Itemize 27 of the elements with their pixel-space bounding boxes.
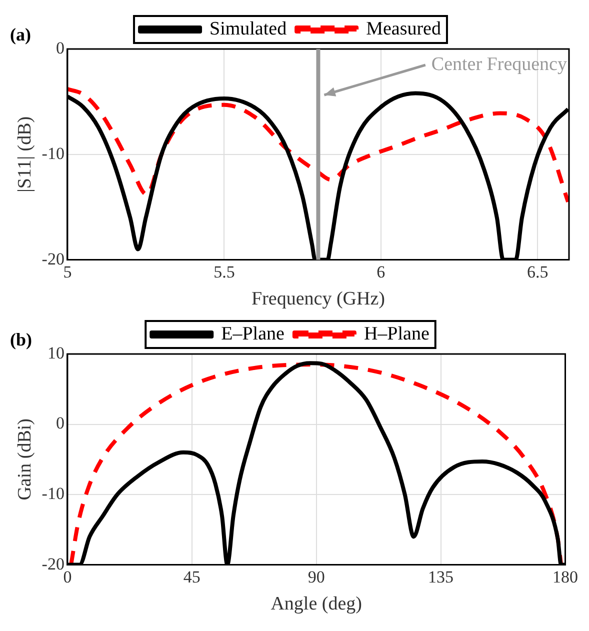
x-tick-label: 135 [428, 567, 454, 586]
text: (b) [10, 330, 32, 350]
legend-label: E–Plane [221, 323, 284, 344]
legend-label: Simulated [210, 18, 288, 40]
y-tick-label: -10 [42, 484, 64, 503]
y-tick-label: -10 [42, 144, 64, 163]
y-tick-label: 0 [56, 414, 64, 433]
x-tick-label: 5 [63, 262, 72, 282]
legend-label: H–Plane [364, 323, 430, 344]
y-tick-label: 10 [47, 343, 64, 362]
x-tick-label: 90 [308, 567, 325, 586]
x-tick-label: 180 [552, 567, 578, 586]
y-tick-label: -20 [42, 554, 64, 574]
y-tick-label: 0 [56, 38, 64, 58]
line-series [67, 87, 569, 204]
y-axis-title: Gain (dBi) [14, 418, 36, 500]
x-tick-label: 6.5 [527, 262, 548, 282]
text: (a) [10, 24, 31, 45]
x-tick-label: 6 [376, 262, 386, 282]
x-tick-label: 45 [183, 567, 200, 586]
x-tick-label: 5.5 [214, 262, 235, 282]
x-axis-title: Angle (deg) [270, 594, 362, 615]
ref-line-label: Center Frequency [431, 54, 568, 75]
y-tick-label: -20 [42, 249, 64, 268]
y-axis-title: |S11| (dB) [14, 116, 36, 192]
x-axis-title: Frequency (GHz) [251, 288, 385, 310]
legend-label: Measured [366, 18, 442, 40]
